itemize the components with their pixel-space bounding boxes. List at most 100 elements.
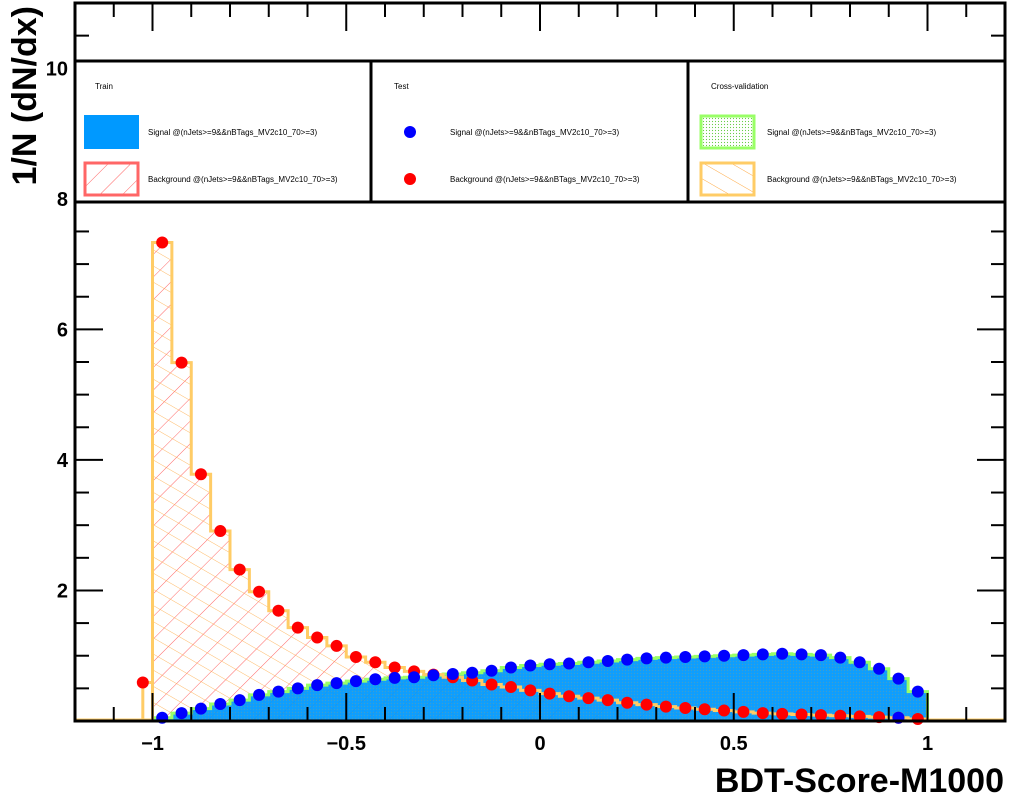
legend-swatch-crossval-signal: [699, 114, 756, 150]
background-test-point: [563, 690, 576, 703]
signal-test-point: [776, 647, 789, 660]
background-test-point: [621, 696, 634, 709]
signal-test-point: [388, 671, 401, 684]
legend-label-crossval-background: Background @(nJets>=9&&nBTags_MV2c10_70>…: [767, 175, 957, 184]
background-test-point: [194, 468, 207, 481]
signal-test-point: [795, 648, 808, 661]
legend-swatch-train-signal: [84, 115, 139, 149]
signal-test-point: [834, 651, 847, 664]
x-axis-title: BDT-Score-M1000: [715, 762, 1004, 800]
signal-test-point: [543, 658, 556, 671]
y-tick-label: 6: [57, 319, 68, 341]
y-tick-label: 4: [57, 450, 69, 472]
y-axis-title: 1/N (dN/dx): [6, 6, 44, 185]
signal-test-point: [233, 694, 246, 707]
background-test-point: [369, 656, 382, 669]
legend-swatch-train-background: [83, 161, 140, 197]
legend-label-train-signal: Signal @(nJets>=9&&nBTags_MV2c10_70>=3): [148, 128, 317, 137]
background-test-point: [659, 700, 672, 713]
y-tick-label: 2: [57, 580, 68, 602]
signal-test-point: [504, 661, 517, 674]
legend-label-test-background: Background @(nJets>=9&&nBTags_MV2c10_70>…: [450, 175, 640, 184]
x-tick-label: 1: [922, 733, 933, 755]
background-test-point: [233, 563, 246, 576]
signal-test-point: [349, 675, 362, 688]
signal-test-point: [853, 656, 866, 669]
legend-marker-test-signal: [404, 126, 416, 138]
signal-test-point: [582, 656, 595, 669]
x-tick-label: −0.5: [327, 733, 366, 755]
plot-layer: [75, 236, 1005, 726]
legend-header-crossval: Cross-validation: [711, 82, 768, 91]
signal-test-point: [873, 662, 886, 675]
background-test-point: [504, 681, 517, 694]
background-test-point: [601, 694, 614, 707]
background-test-point: [834, 709, 847, 722]
signal-test-point: [718, 649, 731, 662]
legend-header-test: Test: [394, 82, 409, 91]
background-test-point: [253, 585, 266, 598]
legend-box: [73, 59, 1007, 204]
legend-label-train-background: Background @(nJets>=9&&nBTags_MV2c10_70>…: [148, 175, 338, 184]
background-test-point: [349, 651, 362, 664]
legend-label-crossval-signal: Signal @(nJets>=9&&nBTags_MV2c10_70>=3): [767, 128, 936, 137]
y-tick-label: 8: [57, 189, 68, 211]
signal-test-point: [814, 649, 827, 662]
background-test-point: [136, 676, 149, 689]
signal-test-point: [524, 659, 537, 672]
background-test-point: [795, 708, 808, 721]
y-tick-label: 10: [46, 58, 68, 80]
background-crossval-hist: [152, 242, 928, 721]
signal-test-point: [466, 666, 479, 679]
background-test-point: [582, 692, 595, 705]
signal-test-point: [214, 698, 227, 711]
background-test-point: [524, 684, 537, 697]
background-test-point: [679, 701, 692, 714]
signal-test-point: [911, 685, 924, 698]
legend-marker-test-background: [404, 173, 416, 185]
signal-test-point: [601, 654, 614, 667]
background-test-point: [698, 703, 711, 716]
background-test-point: [291, 621, 304, 634]
legend: Train Signal @(nJets>=9&&nBTags_MV2c10_7…: [73, 59, 1007, 204]
signal-test-point: [640, 652, 653, 665]
signal-test-point: [679, 651, 692, 664]
background-test-point: [543, 687, 556, 700]
background-test-point: [311, 631, 324, 644]
signal-test-point: [892, 672, 905, 685]
legend-swatch-crossval-background: [699, 161, 756, 197]
signal-test-point: [737, 649, 750, 662]
background-test-point: [776, 707, 789, 720]
background-test-point: [214, 525, 227, 538]
signal-test-point: [311, 679, 324, 692]
x-tick-label: 0.5: [720, 733, 748, 755]
background-test-point: [175, 356, 188, 369]
signal-test-point: [369, 673, 382, 686]
background-test-point: [485, 678, 498, 691]
signal-test-point: [485, 664, 498, 677]
background-test-point: [272, 604, 285, 617]
signal-test-point: [659, 651, 672, 664]
x-tick-label: 0: [534, 733, 545, 755]
signal-test-point: [446, 668, 459, 681]
signal-test-point: [272, 685, 285, 698]
background-test-point: [756, 707, 769, 720]
background-test-point: [853, 710, 866, 723]
signal-test-point: [194, 702, 207, 715]
signal-test-point: [175, 707, 188, 720]
background-test-point: [737, 705, 750, 718]
x-tick-label: −1: [141, 733, 164, 755]
background-test-point: [718, 704, 731, 717]
signal-test-point: [408, 671, 421, 684]
signal-test-point: [253, 688, 266, 701]
background-test-point: [330, 639, 343, 652]
background-test-point: [814, 709, 827, 722]
background-test-point: [640, 698, 653, 711]
signal-test-point: [621, 653, 634, 666]
signal-test-point: [427, 669, 440, 682]
background-test-point: [156, 236, 169, 249]
signal-test-point: [563, 657, 576, 670]
signal-test-point: [330, 677, 343, 690]
